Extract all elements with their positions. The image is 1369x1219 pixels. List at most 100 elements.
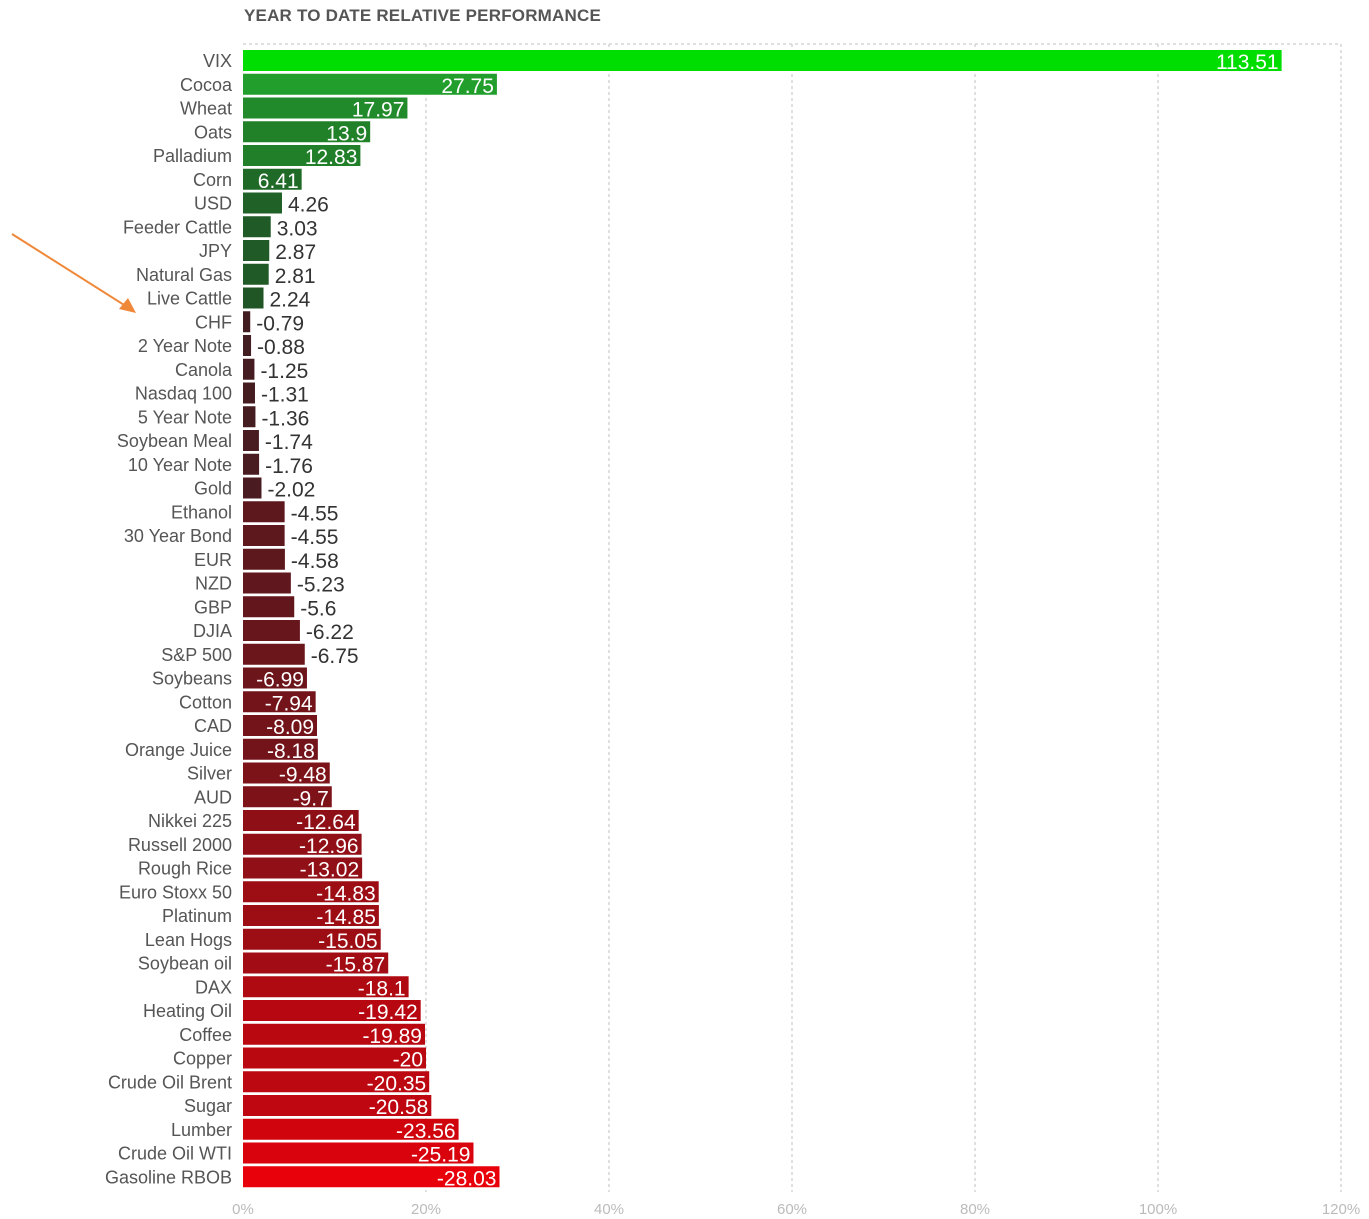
category-label: Feeder Cattle: [123, 217, 232, 237]
value-label: 12.83: [305, 146, 358, 169]
bar: [243, 976, 409, 998]
x-tick-label: 80%: [960, 1201, 990, 1218]
category-label: CHF: [195, 312, 232, 332]
value-label: -1.76: [265, 455, 313, 478]
bar: [243, 1000, 421, 1021]
value-label: -5.23: [297, 574, 345, 597]
category-label: Oats: [194, 122, 232, 142]
bar: [243, 762, 330, 784]
category-label: Coffee: [179, 1025, 232, 1045]
value-label: 27.75: [441, 75, 494, 98]
value-label: -6.22: [306, 621, 354, 644]
value-label: 6.41: [258, 170, 299, 193]
bar: [243, 168, 302, 190]
value-label: 113.51: [1216, 51, 1279, 74]
category-label: Gasoline RBOB: [105, 1167, 232, 1187]
category-label: Canola: [175, 360, 233, 380]
value-label: -1.31: [261, 384, 309, 407]
category-label: Ethanol: [171, 502, 232, 522]
bar: [243, 97, 408, 119]
bar: [243, 477, 262, 499]
category-label: S&P 500: [161, 645, 232, 665]
category-label: Silver: [187, 764, 232, 784]
annotation-arrow-line: [11, 233, 133, 311]
value-label: -28.03: [437, 1167, 497, 1190]
category-label: Wheat: [180, 99, 232, 119]
category-label: 5 Year Note: [138, 407, 232, 427]
value-label: -0.79: [256, 312, 304, 335]
value-label: 13.9: [326, 122, 367, 145]
value-label: -25.19: [411, 1144, 471, 1167]
bar: [243, 121, 371, 143]
value-label: -18.1: [358, 977, 406, 1000]
bar: [243, 1047, 426, 1069]
value-label: -5.6: [300, 597, 336, 620]
category-label: CAD: [194, 716, 232, 736]
category-label: GBP: [194, 597, 232, 617]
bar: [243, 453, 260, 475]
bar: [243, 406, 256, 428]
bar: [243, 501, 285, 523]
value-label: -6.99: [256, 669, 304, 692]
bar: [243, 145, 361, 166]
category-label: AUD: [194, 787, 232, 807]
value-label: -8.09: [266, 716, 314, 739]
category-label: Euro Stoxx 50: [119, 882, 232, 902]
category-label: Gold: [194, 479, 232, 499]
category-label: Cocoa: [180, 75, 233, 95]
value-label: 17.97: [352, 99, 405, 122]
value-label: -9.7: [293, 787, 329, 810]
category-label: Crude Oil WTI: [118, 1144, 232, 1164]
bar: [243, 311, 251, 333]
category-label: USD: [194, 194, 232, 214]
bar: [243, 738, 318, 760]
bar: [243, 73, 497, 95]
category-label: Cotton: [179, 692, 232, 712]
bar: [243, 833, 362, 855]
bar: [243, 1095, 432, 1116]
bar: [243, 1023, 425, 1045]
category-label: Copper: [173, 1049, 232, 1069]
value-label: -1.74: [265, 431, 313, 454]
value-label: -2.02: [267, 479, 315, 502]
bars: [243, 50, 1282, 1188]
value-labels: 113.5127.7517.9713.912.836.414.263.032.8…: [256, 51, 1279, 1190]
value-label: -19.42: [358, 1001, 418, 1024]
category-label: 10 Year Note: [128, 455, 232, 475]
category-label: Orange Juice: [125, 740, 232, 760]
category-label: Natural Gas: [136, 265, 232, 285]
bar: [243, 857, 363, 879]
category-label: Lean Hogs: [145, 930, 232, 950]
bar: [243, 430, 259, 451]
bar: [243, 715, 318, 736]
category-label: Heating Oil: [143, 1001, 232, 1021]
bar: [243, 240, 270, 261]
category-label: Nikkei 225: [148, 811, 232, 831]
value-label: -12.96: [299, 835, 359, 858]
bar: [243, 952, 389, 974]
category-label: Platinum: [162, 906, 232, 926]
value-label: -19.89: [362, 1025, 422, 1048]
value-label: -4.58: [291, 550, 339, 573]
bar: [243, 928, 381, 950]
bar: [243, 905, 379, 926]
category-label: Lumber: [171, 1120, 232, 1140]
x-tick-label: 0%: [232, 1201, 254, 1218]
category-label: Rough Rice: [138, 859, 232, 879]
x-tick-label: 120%: [1322, 1201, 1360, 1218]
x-tick-label: 20%: [411, 1201, 441, 1218]
category-label: NZD: [195, 574, 232, 594]
bar: [243, 263, 269, 285]
value-label: -0.88: [257, 336, 305, 359]
bar: [243, 1118, 459, 1140]
bar: [243, 810, 359, 831]
value-label: 4.26: [288, 194, 329, 217]
value-label: -20.58: [369, 1096, 429, 1119]
bar: [243, 667, 307, 689]
value-label: -20.35: [367, 1072, 427, 1095]
category-label: Nasdaq 100: [135, 384, 232, 404]
category-label: 30 Year Bond: [124, 526, 232, 546]
value-label: 2.87: [275, 241, 316, 264]
value-label: -14.83: [316, 882, 376, 905]
value-label: -15.05: [318, 930, 378, 953]
